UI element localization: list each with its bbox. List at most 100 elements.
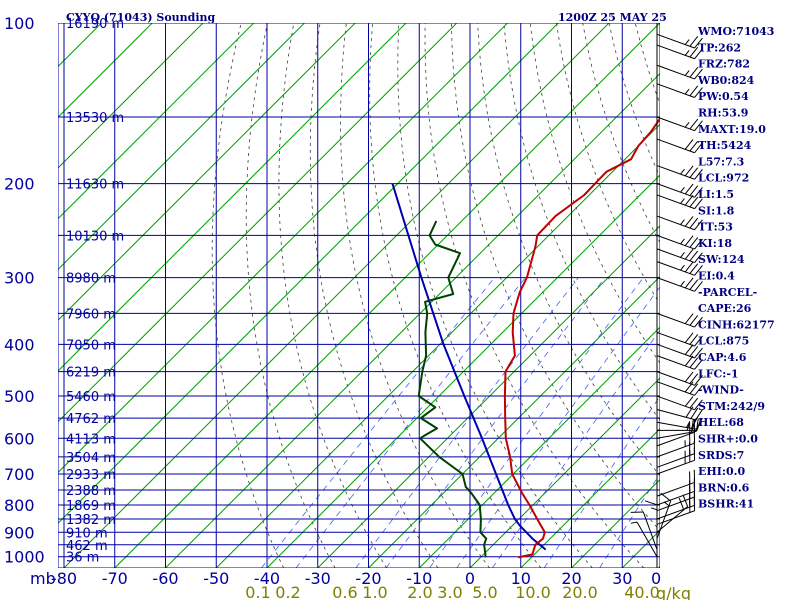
pressure-tick-label: 200 (4, 175, 35, 194)
index-entry: SI:1.8 (698, 204, 735, 217)
wind-barb (656, 371, 703, 386)
index-entry: WMO:71043 (697, 25, 774, 38)
mixing-ratio-labels: 0.1 0.2 0.6 1.0 2.0 3.0 5.0 10.0 20.0 40.0 (245, 583, 660, 600)
mixing-ratio-line (385, 277, 606, 568)
isotherm-line (58, 23, 407, 372)
index-entry: RH:53.9 (698, 107, 748, 120)
index-entry: TH:5424 (698, 139, 752, 152)
wind-barb (656, 248, 703, 264)
dry-adiabat-line (369, 23, 542, 568)
temperature-tick-label: -50 (203, 569, 229, 588)
pressure-tick-label: 500 (4, 387, 35, 406)
mixing-ratio-label: 2.0 (407, 583, 432, 600)
mixing-ratio-label: 0.6 (332, 583, 357, 600)
height-label: 5460 m (66, 390, 116, 405)
temperature-tick-label: 20 (561, 569, 581, 588)
index-entry: LCL:972 (698, 172, 749, 185)
pressure-unit-label: mb (30, 569, 56, 588)
dry-adiabat-line (529, 23, 660, 364)
height-label: 6219 m (66, 366, 116, 381)
mixing-ratio-lines (261, 277, 660, 568)
height-label: 16190 m (66, 17, 124, 32)
temperature-tick-label: 0 (465, 569, 475, 588)
isotherm-line (266, 174, 660, 568)
dry-adiabat-line (245, 23, 336, 568)
height-label: 1382 m (66, 513, 116, 528)
mixing-ratio-label: 0.1 (245, 583, 270, 600)
wind-barb (656, 469, 696, 497)
dry-adiabat-line (278, 23, 387, 568)
wind-barb (656, 64, 703, 80)
isotherm-line (58, 23, 204, 169)
wind-barb (656, 194, 703, 210)
mixing-ratio-line (599, 472, 660, 568)
temperature-tick-label: -60 (152, 569, 178, 588)
index-entry: -WIND- (698, 384, 744, 397)
wind-axis-label: 0 (651, 569, 661, 588)
isotherm-line (58, 23, 356, 321)
temperature-tick-label: -10 (406, 569, 432, 588)
mixing-ratio-line (456, 286, 660, 568)
wind-barb (656, 138, 703, 154)
isotherm-line (775, 23, 800, 568)
isotherm-line (520, 428, 660, 568)
wind-barb (656, 116, 703, 132)
mixing-ratio-label: 40.0 (624, 583, 660, 600)
height-label: 2933 m (66, 468, 116, 483)
isotherm-line (58, 23, 153, 118)
isotherm-line (418, 326, 660, 568)
height-label: 36 m (66, 551, 99, 566)
dry-adiabat-line (556, 23, 660, 305)
wind-barb (656, 478, 696, 506)
index-entry: SHR+:0.0 (698, 433, 758, 446)
wind-barb (656, 165, 703, 180)
chart-title-time: 1200Z 25 MAY 25 (558, 11, 667, 24)
height-label: 11630 m (66, 178, 124, 193)
pressure-tick-label: 300 (4, 269, 35, 288)
wind-barb (656, 261, 703, 276)
temperature-tick-label: -80 (51, 569, 77, 588)
index-entry: FRZ:782 (698, 58, 750, 71)
isotherm-line (58, 23, 458, 423)
height-label: 7050 m (66, 338, 116, 353)
dry-adiabat-line (503, 23, 660, 421)
wind-barb (656, 484, 696, 512)
dry-adiabat-line (451, 23, 660, 532)
wind-barb (656, 331, 703, 347)
wind-barb (656, 277, 703, 292)
mixing-ratio-label: 1.0 (362, 583, 387, 600)
pressure-tick-labels: 100 200 300 400 500 600 700 800 900 1000 (4, 14, 45, 567)
height-label: 3504 m (66, 451, 116, 466)
parcel-profile-line (391, 183, 547, 551)
index-entry: TP:262 (698, 41, 741, 54)
height-label: 462 m (66, 539, 108, 554)
index-entry: PW:0.54 (698, 90, 749, 103)
index-entry: EHI:0.0 (698, 465, 745, 478)
pressure-tick-label: 900 (4, 523, 35, 542)
height-label: 1869 m (66, 499, 116, 514)
wind-barb (630, 521, 658, 557)
index-entry: SW:124 (698, 253, 745, 266)
height-label: 910 m (66, 526, 108, 541)
mixing-ratio-line (261, 277, 495, 568)
temperature-tick-label: 10 (511, 569, 531, 588)
pressure-tick-label: 600 (4, 429, 35, 448)
index-entry: CAP:4.6 (698, 351, 747, 364)
isotherm-line (58, 23, 255, 220)
wind-barb-column (630, 23, 704, 568)
height-label: 4113 m (66, 432, 116, 447)
index-entry: HEL:68 (698, 416, 744, 429)
wind-barb (656, 492, 672, 539)
mixing-ratio-line (429, 277, 644, 568)
height-label: 8980 m (66, 272, 116, 287)
dry-adiabat-line (424, 23, 645, 568)
height-label: 10130 m (66, 229, 124, 244)
height-label: 2388 m (66, 484, 116, 499)
index-entry: STM:242/9 (698, 400, 765, 413)
wind-barb (656, 312, 703, 328)
pressure-tick-label: 400 (4, 335, 35, 354)
plot-frame (58, 23, 660, 568)
mixing-ratio-line (543, 395, 660, 568)
stability-indices-panel: WMO:71043 TP:262 FRZ:782 WB0:824 PW:0.54 RH:5… (697, 25, 775, 511)
